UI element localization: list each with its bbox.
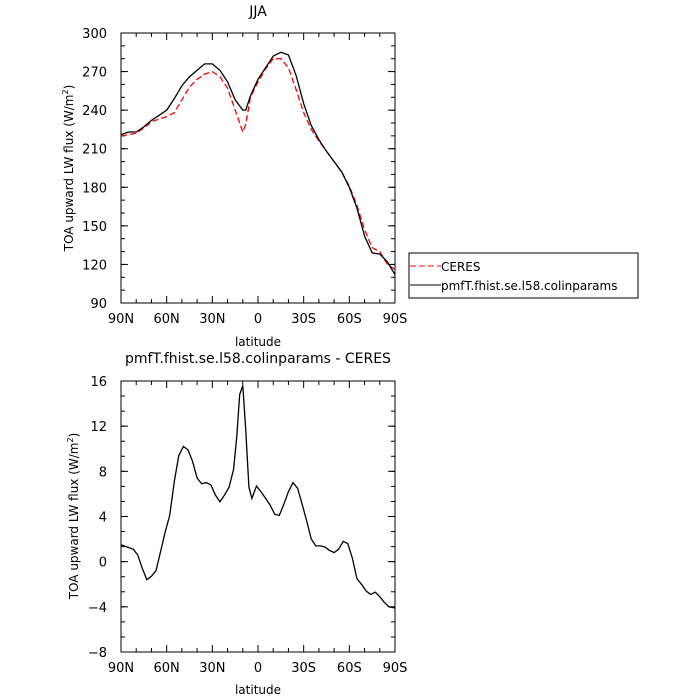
series-line-top-0 [120, 58, 396, 271]
legend-label-model: pmfT.fhist.se.l58.colinparams [441, 279, 617, 293]
x-axis-label-bottom: latitude [235, 683, 281, 697]
x-tick-label: 60S [337, 661, 362, 676]
y-tick-label: 8 [99, 465, 107, 480]
series-bottom [120, 385, 396, 609]
axes-top: 90N 60N 30N 0 30S 60S 90S 90 120 150 180 210 240 270 3… [82, 27, 407, 327]
panel-bottom: pmfT.fhist.se.l58.colinparams - CERES 90… [66, 351, 407, 697]
y-tick-label: 0 [99, 556, 107, 571]
x-tick-label: 0 [254, 661, 262, 676]
x-tick-label: 90N [108, 312, 134, 327]
y-tick-label: 270 [82, 66, 107, 81]
series-line-top-1 [120, 51, 396, 276]
x-tick-label: 90N [108, 661, 134, 676]
panel-top: JJA 90N 60N 30N 0 30S 60S 90S 90 120 150 180 210 240… [61, 4, 407, 349]
y-axis-label-top: TOA upward LW flux (W/m2) [61, 85, 76, 253]
x-tick-label: 60S [337, 312, 362, 327]
y-tick-label: 300 [82, 27, 107, 42]
x-tick-label: 30S [291, 661, 316, 676]
y-tick-label: 210 [82, 143, 107, 158]
x-tick-label: 0 [254, 312, 262, 327]
x-tick-label: 30N [199, 312, 225, 327]
y-tick-label: 90 [90, 297, 107, 312]
y-tick-label: 240 [82, 104, 107, 119]
y-tick-label: 16 [90, 375, 107, 390]
x-tick-label: 60N [154, 661, 180, 676]
y-axis-label-bottom: TOA upward LW flux (W/m2) [66, 433, 81, 601]
x-tick-label: 90S [383, 661, 408, 676]
plot-frame-top [120, 32, 396, 304]
y-tick-label: 180 [82, 181, 107, 196]
title-top: JJA [248, 4, 267, 20]
title-bottom: pmfT.fhist.se.l58.colinparams - CERES [125, 351, 391, 367]
series-line-bottom-0 [120, 385, 396, 609]
y-tick-label: 150 [82, 220, 107, 235]
x-tick-label: 30S [291, 312, 316, 327]
y-tick-label: 120 [82, 258, 107, 273]
plot-frame-bottom [120, 380, 396, 653]
x-tick-label: 30N [199, 661, 225, 676]
legend-label-ceres: CERES [441, 260, 481, 274]
legend-box [408, 252, 639, 299]
y-tick-label: 4 [99, 511, 107, 526]
axes-bottom: 90N 60N 30N 0 30S 60S 90S −8 −4 0 4 8 12 16 [88, 375, 408, 676]
y-tick-label: −4 [88, 601, 107, 616]
x-tick-label: 60N [154, 312, 180, 327]
legend: CERES pmfT.fhist.se.l58.colinparams [408, 252, 639, 299]
y-tick-label: 12 [90, 420, 107, 435]
x-axis-label-top: latitude [235, 335, 281, 349]
series-top [120, 51, 396, 276]
x-tick-label: 90S [383, 312, 408, 327]
y-tick-label: −8 [88, 646, 107, 661]
